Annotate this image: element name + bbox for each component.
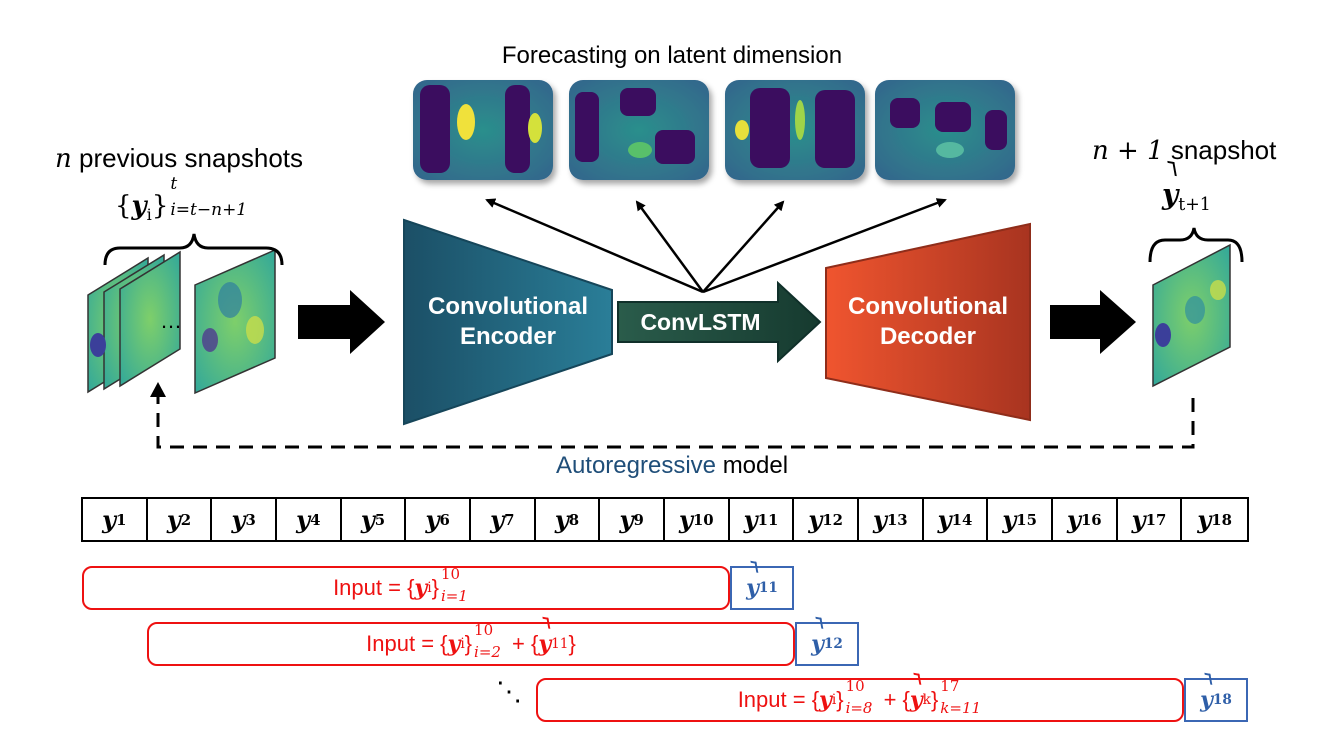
autoregressive-arrowhead: [150, 382, 166, 397]
sequence-cell: y 16: [1053, 499, 1118, 540]
autoregressive-label: Autoregressive model: [555, 452, 789, 479]
sequence-var: y: [296, 505, 311, 534]
sequence-var: y: [743, 505, 758, 534]
sequence-cell: y 10: [665, 499, 730, 540]
sequence-var: y: [1067, 505, 1081, 534]
sequence-var: y: [554, 505, 569, 534]
output-brace: [1148, 227, 1244, 263]
sequence-subscript: 18: [1211, 510, 1232, 529]
output-notation: yt+1: [1162, 178, 1211, 216]
sequence-var: y: [679, 505, 693, 534]
input-set-notation: {yi} t i=t−n+1: [115, 174, 248, 224]
sequence-cell: y 13: [859, 499, 924, 540]
sequence-subscript: 8: [568, 510, 580, 529]
sequence-subscript: 17: [1145, 510, 1167, 529]
output-yhat-18: y 18: [1184, 678, 1248, 722]
input-window-3: Input = {y i} 10 i=8 + {y k} 17 k=11: [536, 677, 1184, 722]
input-brace: [103, 233, 284, 266]
encoder-label: Convolutional Encoder: [428, 293, 588, 350]
convlstm-arrow: [617, 280, 822, 364]
sequence-cell: y 15: [988, 499, 1053, 540]
sequence-subscript: 1: [116, 510, 127, 529]
latent-title: Forecasting on latent dimension: [501, 42, 843, 69]
input-window-2: Input = {y i} 10 i=2 + {y 11}: [147, 621, 795, 666]
sequence-var: y: [425, 505, 440, 534]
latent-map-1: [413, 80, 553, 180]
arrow-to-encoder: [298, 290, 385, 354]
sequence-var: y: [166, 505, 181, 534]
sequence-var: y: [490, 505, 505, 534]
convlstm-label: ConvLSTM: [640, 309, 761, 335]
latent-map-3: [725, 80, 865, 180]
sequence-subscript: 4: [310, 510, 321, 529]
sequence-subscript: 11: [757, 510, 779, 529]
sequence-var: y: [619, 505, 634, 534]
decoder-label: Convolutional Decoder: [848, 293, 1008, 350]
sequence-subscript: 14: [951, 510, 973, 529]
sequence-var: y: [360, 505, 375, 534]
latent-map-2: [569, 80, 709, 180]
input-snapshot-stack: [87, 248, 276, 395]
stack-ellipsis: …: [160, 308, 182, 333]
sequence-row: y 1 y 2 y 3 y 4 y 5 y 6 y 7 y 8 y 9 y 10 y 11 y 12 y 13 y 14 y 15 y 16 y…: [81, 497, 1249, 542]
decoder-block: [825, 222, 1031, 422]
sequence-var: y: [937, 505, 952, 534]
sequence-var: y: [102, 505, 117, 534]
sequence-var: y: [1197, 505, 1212, 534]
sequence-var: y: [873, 505, 887, 534]
encoder-block: [403, 218, 613, 426]
sequence-cell: y 18: [1182, 499, 1247, 540]
previous-snapshots-label: n previous snapshots: [55, 143, 304, 174]
sequence-subscript: 7: [504, 510, 515, 529]
latent-arrows: [485, 198, 947, 294]
sequence-var: y: [231, 505, 246, 534]
output-snapshot: [1152, 243, 1231, 388]
next-snapshot-label: n + 1 snapshot: [1092, 135, 1277, 166]
sequence-cell: y 11: [730, 499, 795, 540]
arrow-to-output: [1050, 290, 1136, 354]
windows-ellipsis: ⋱: [496, 676, 522, 706]
sequence-cell: y 12: [794, 499, 859, 540]
sequence-subscript: 5: [374, 510, 386, 529]
sequence-cell: y 14: [924, 499, 989, 540]
sequence-subscript: 10: [692, 510, 714, 529]
latent-map-4: [875, 80, 1015, 180]
sequence-subscript: 3: [245, 510, 256, 529]
sequence-var: y: [808, 505, 823, 534]
sequence-var: y: [1002, 505, 1017, 534]
sequence-subscript: 15: [1016, 510, 1037, 529]
sequence-cell: y 17: [1118, 499, 1183, 540]
sequence-subscript: 12: [822, 510, 843, 529]
sequence-subscript: 13: [886, 510, 908, 529]
output-yhat-11: y 11: [730, 566, 794, 610]
sequence-subscript: 2: [180, 510, 192, 529]
sequence-subscript: 6: [439, 510, 450, 529]
output-yhat-12: y 12: [795, 622, 859, 666]
sequence-subscript: 9: [633, 510, 644, 529]
sequence-subscript: 16: [1080, 510, 1102, 529]
input-window-1: Input = {y i} 10 i=1: [82, 565, 730, 610]
sequence-var: y: [1131, 505, 1146, 534]
autoregressive-loop: [156, 395, 1195, 449]
